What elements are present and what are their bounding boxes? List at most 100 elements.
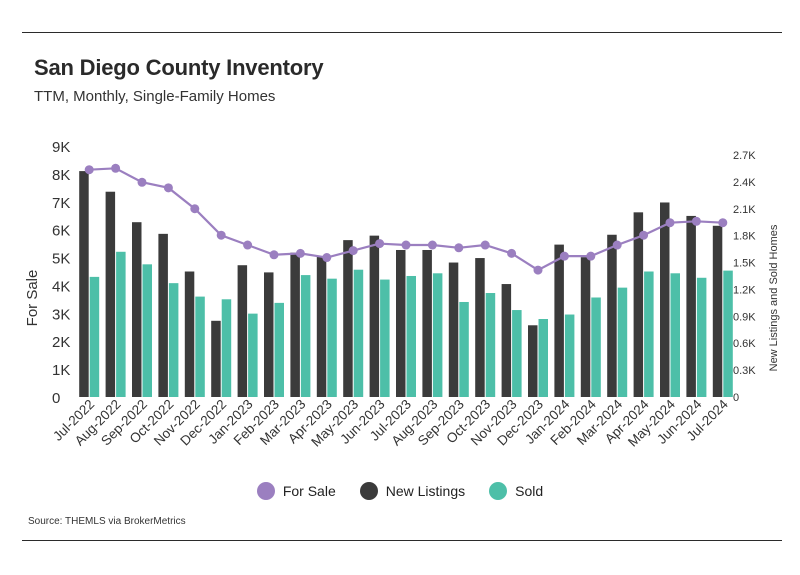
- point-for-sale: [190, 204, 200, 214]
- bar-sold: [591, 297, 601, 397]
- bar-sold: [459, 301, 469, 397]
- bar-new-listings: [528, 325, 538, 397]
- point-for-sale: [137, 177, 147, 187]
- left-axis-title: For Sale: [24, 270, 41, 327]
- bar-sold: [432, 273, 443, 397]
- left-tick-label: 6K: [52, 223, 70, 240]
- point-for-sale: [507, 248, 517, 258]
- right-tick-label: 0.6K: [733, 338, 756, 350]
- legend-label-for-sale: For Sale: [282, 483, 336, 499]
- right-tick-label: 2.7K: [733, 150, 756, 162]
- top-rule: [22, 32, 782, 33]
- point-for-sale: [665, 218, 675, 228]
- bar-new-listings: [105, 191, 116, 397]
- bar-new-listings: [712, 225, 723, 397]
- bar-sold: [274, 302, 284, 397]
- point-for-sale: [691, 216, 701, 226]
- point-for-sale: [454, 243, 464, 253]
- bar-new-listings: [211, 320, 221, 397]
- point-for-sale: [243, 240, 253, 250]
- legend-label-sold: Sold: [515, 483, 544, 499]
- source-note: Source: THEMLS via BrokerMetrics: [28, 516, 186, 527]
- legend-label-new-listings: New Listings: [385, 483, 466, 499]
- point-for-sale: [348, 246, 358, 256]
- point-for-sale: [427, 240, 437, 250]
- point-for-sale: [84, 165, 94, 175]
- point-for-sale: [111, 163, 121, 173]
- bar-new-listings: [184, 271, 195, 397]
- bar-sold: [89, 276, 100, 397]
- bar-new-listings: [343, 240, 353, 397]
- chart-subtitle: TTM, Monthly, Single-Family Homes: [34, 88, 276, 105]
- legend-item-sold[interactable]: Sold: [489, 482, 543, 500]
- bar-new-listings: [369, 235, 380, 397]
- bar-sold: [406, 275, 416, 397]
- left-tick-label: 9K: [52, 139, 70, 156]
- bar-new-listings: [396, 249, 406, 397]
- point-for-sale: [216, 230, 226, 240]
- bar-new-listings: [132, 222, 142, 397]
- bar-sold: [300, 275, 311, 397]
- point-for-sale: [401, 240, 411, 250]
- bar-sold: [696, 277, 707, 397]
- bar-new-listings: [290, 252, 300, 397]
- bar-new-listings: [158, 233, 168, 397]
- right-tick-label: 2.4K: [733, 177, 756, 189]
- bar-sold: [723, 270, 733, 397]
- bar-sold: [353, 269, 364, 397]
- left-tick-label: 7K: [52, 195, 70, 212]
- left-tick-label: 4K: [52, 278, 70, 295]
- bar-new-listings: [237, 265, 248, 397]
- bar-new-listings: [422, 249, 432, 397]
- bar-sold: [221, 299, 232, 397]
- legend-item-new-listings[interactable]: New Listings: [359, 482, 466, 500]
- right-tick-label: 1.5K: [733, 258, 756, 270]
- point-for-sale: [269, 250, 279, 260]
- bar-sold: [617, 287, 628, 397]
- bar-sold: [380, 279, 390, 397]
- bar-new-listings: [264, 272, 274, 397]
- point-for-sale: [612, 240, 622, 250]
- point-for-sale: [322, 253, 332, 263]
- point-for-sale: [586, 251, 596, 261]
- point-for-sale: [163, 183, 173, 193]
- bottom-rule: [22, 540, 782, 541]
- right-tick-label: 1.8K: [733, 231, 756, 243]
- bar-sold: [644, 271, 654, 397]
- left-tick-label: 1K: [52, 362, 70, 379]
- bar-sold: [195, 296, 205, 397]
- chart-title: San Diego County Inventory: [34, 55, 324, 80]
- bar-new-listings: [633, 212, 644, 397]
- bar-sold: [168, 283, 179, 397]
- right-tick-label: 0.3K: [733, 365, 756, 377]
- point-for-sale: [480, 240, 490, 250]
- bar-new-listings: [686, 215, 696, 397]
- left-tick-label: 0: [52, 390, 60, 407]
- line-for-sale: [89, 167, 723, 272]
- right-tick-label: 2.1K: [733, 204, 756, 216]
- bar-new-listings: [475, 258, 485, 397]
- point-for-sale: [375, 239, 385, 249]
- point-for-sale: [295, 248, 305, 258]
- bar-new-listings: [316, 256, 327, 397]
- point-for-sale: [533, 265, 543, 275]
- point-for-sale: [559, 251, 569, 261]
- bar-sold: [248, 313, 258, 397]
- legend-swatch-new-listings: [359, 482, 378, 500]
- bar-sold: [116, 251, 126, 397]
- bar-sold: [512, 310, 522, 397]
- bar-new-listings: [501, 284, 512, 397]
- bar-new-listings: [607, 234, 617, 397]
- legend-swatch-for-sale: [256, 482, 275, 500]
- bar-sold: [670, 273, 680, 397]
- legend-item-for-sale[interactable]: For Sale: [256, 482, 336, 500]
- bar-new-listings: [660, 202, 670, 397]
- bar-new-listings: [79, 171, 89, 397]
- bar-sold: [327, 278, 337, 397]
- legend-swatch-sold: [489, 482, 508, 500]
- right-tick-label: 1.2K: [733, 284, 756, 296]
- right-tick-label: 0: [733, 392, 739, 404]
- left-tick-label: 2K: [52, 334, 70, 351]
- left-tick-label: 3K: [52, 306, 70, 323]
